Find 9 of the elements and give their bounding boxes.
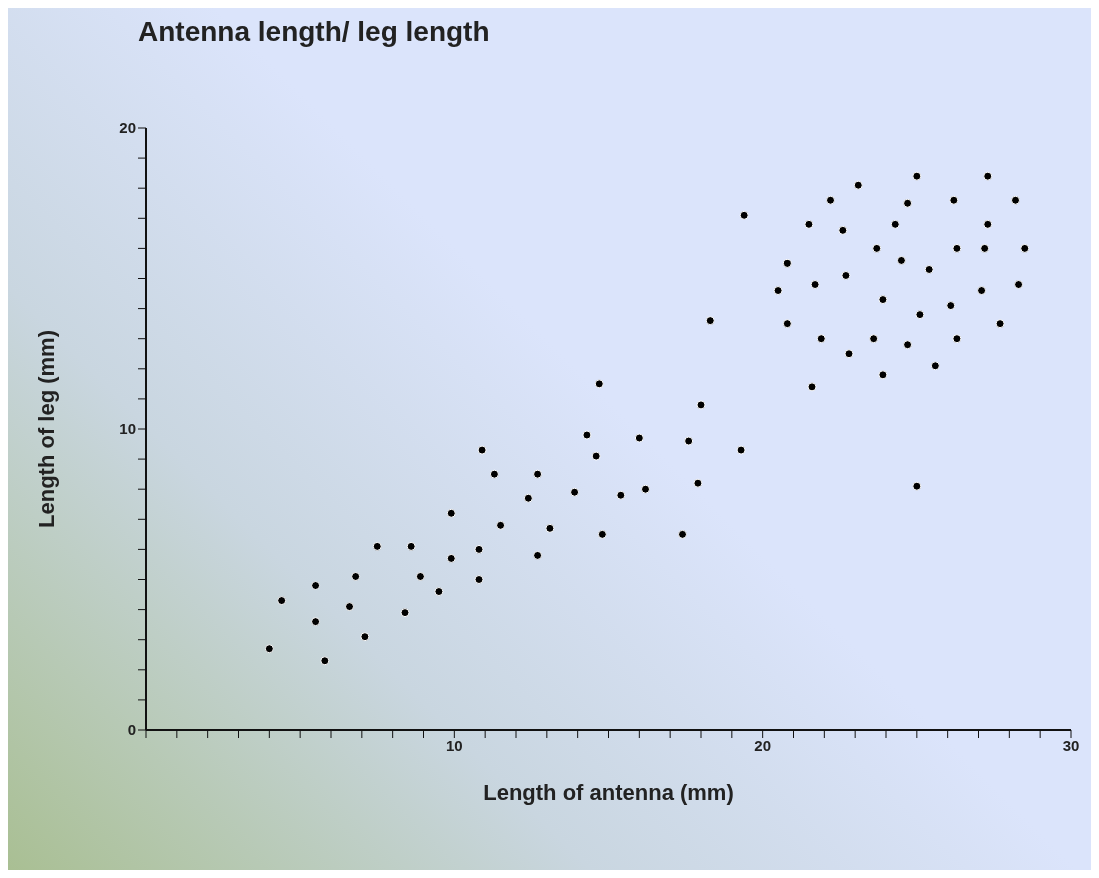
y-axis-title: Length of leg (mm) (33, 330, 59, 528)
x-tick-label: 30 (1062, 736, 1080, 754)
y-tick-label: 20 (119, 119, 136, 137)
chart-title: Antenna length/ leg length (138, 16, 490, 48)
y-tick-label: 0 (127, 721, 136, 739)
y-tick-label: 10 (119, 420, 136, 438)
x-axis-title: Length of antenna (mm) (483, 780, 734, 805)
x-tick-label: 20 (754, 736, 772, 754)
x-tick-label: 10 (445, 736, 463, 754)
